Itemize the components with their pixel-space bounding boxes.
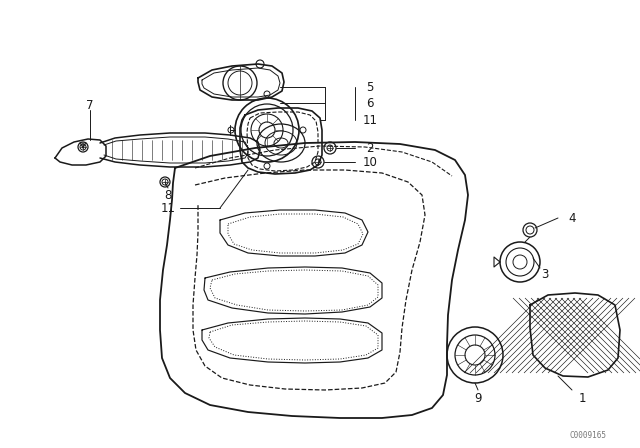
Text: 11: 11 bbox=[161, 202, 175, 215]
Text: 4: 4 bbox=[568, 211, 576, 224]
Text: 1: 1 bbox=[579, 392, 586, 405]
Text: 10: 10 bbox=[363, 155, 378, 168]
Text: C0009165: C0009165 bbox=[570, 431, 607, 439]
Text: 9: 9 bbox=[474, 392, 482, 405]
Text: 5: 5 bbox=[366, 81, 374, 94]
Text: 3: 3 bbox=[541, 268, 548, 281]
Text: 8: 8 bbox=[164, 189, 172, 202]
Text: 2: 2 bbox=[366, 142, 374, 155]
Text: 11: 11 bbox=[362, 113, 378, 126]
Text: 6: 6 bbox=[366, 96, 374, 109]
Text: 7: 7 bbox=[86, 99, 93, 112]
